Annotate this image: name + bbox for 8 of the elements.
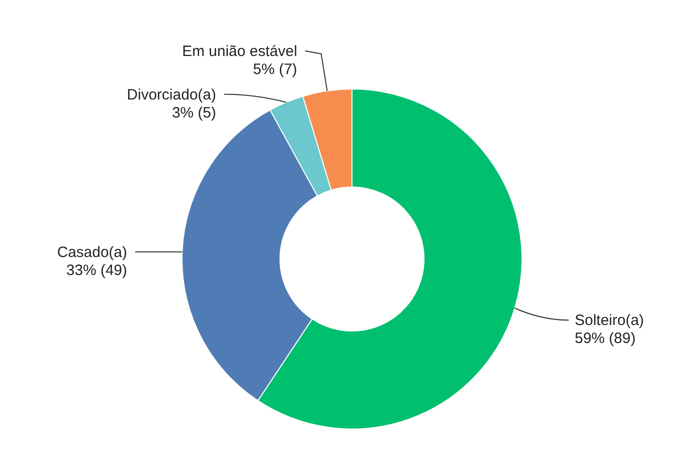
data-label: 33% (49) [66,262,128,279]
slice-label: Solteiro(a) [574,312,644,330]
data-label: 3% (5) [172,104,216,122]
slice-label: Em união estável [182,42,298,60]
data-label: 59% (89) [574,330,636,348]
slice-label: Casado(a) [57,244,128,261]
slice-label: Divorciado(a) [126,86,216,104]
data-label: 5% (7) [252,60,298,78]
